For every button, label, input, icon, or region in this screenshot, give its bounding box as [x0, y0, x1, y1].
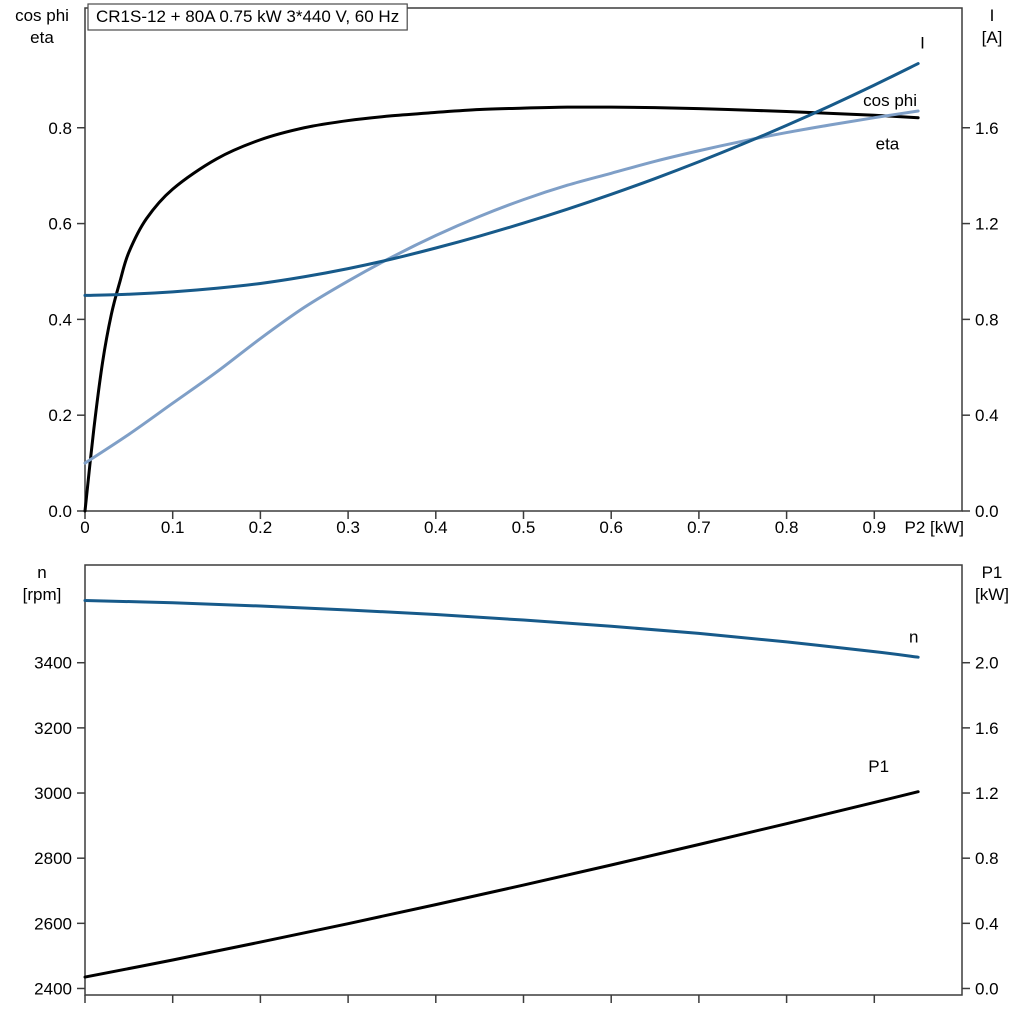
- x-axis-tick-label: 0.3: [336, 518, 360, 537]
- curve-label-p1: P1: [868, 757, 889, 776]
- right-axis-tick-label: 0.8: [975, 310, 999, 329]
- x-axis-tick-label: 0: [80, 518, 89, 537]
- x-axis-unit-label: P2 [kW]: [904, 518, 964, 537]
- right-axis-tick-label: 1.6: [975, 719, 999, 738]
- left-axis-tick-label: 0.4: [48, 310, 72, 329]
- right-axis-title: I: [990, 6, 995, 25]
- left-axis-tick-label: 0.2: [48, 406, 72, 425]
- left-axis-tick-label: 3400: [34, 654, 72, 673]
- curve-label-i: I: [920, 34, 925, 53]
- left-axis-tick-label: 2400: [34, 979, 72, 998]
- plot-frame: [84, 7, 963, 512]
- right-axis-tick-label: 0.4: [975, 406, 999, 425]
- panel-bottom: 2400 2600 2800 3000 3200 3400 0.0 0.4 0.8 1.2 1.6 2…: [23, 563, 1009, 1003]
- curve-label-eta: eta: [876, 134, 900, 153]
- right-axis-tick-label: 0.0: [975, 979, 999, 998]
- curve-cos-phi: [83, 109, 920, 465]
- left-axis-tick-label: 2600: [34, 914, 72, 933]
- left-axis-tick-label: 2800: [34, 849, 72, 868]
- plot-frame: [84, 564, 963, 996]
- x-axis-tick-label: 0.2: [249, 518, 273, 537]
- x-axis-tick-label: 0.4: [424, 518, 448, 537]
- left-axis-tick-label: 3000: [34, 784, 72, 803]
- panel-top: 0.0 0.2 0.4 0.6 0.8 0.0 0.4 0.8 1.2 1.6 0 0.1 0.2 0.3…: [15, 3, 1003, 537]
- x-axis-tick-label: 0.1: [161, 518, 185, 537]
- left-axis-tick-label: 0.8: [48, 119, 72, 138]
- right-axis-tick-label: 0.4: [975, 914, 999, 933]
- chart-title-box: [87, 3, 408, 31]
- left-axis-tick-label: 0.6: [48, 215, 72, 234]
- x-axis-tick-label: 0.5: [512, 518, 536, 537]
- curve-i: [83, 62, 920, 297]
- right-axis-tick-label: 1.2: [975, 215, 999, 234]
- right-axis-tick-label: 2.0: [975, 654, 999, 673]
- left-axis-title: cos phi: [15, 6, 69, 25]
- right-axis-tick-label: 1.6: [975, 119, 999, 138]
- chart-title: CR1S-12 + 80A 0.75 kW 3*440 V, 60 Hz: [96, 7, 399, 26]
- right-axis-tick-label: 1.2: [975, 784, 999, 803]
- curve-label-cos-phi: cos phi: [863, 91, 917, 110]
- x-axis-tick-label: 0.9: [862, 518, 886, 537]
- curve-p1: [83, 790, 920, 979]
- right-axis-title: P1: [982, 563, 1003, 582]
- left-axis-tick-label: 0.0: [48, 502, 72, 521]
- right-axis-title: [kW]: [975, 585, 1009, 604]
- left-axis-title: n: [37, 563, 46, 582]
- right-axis-tick-label: 0.0: [975, 502, 999, 521]
- left-axis-tick-label: 3200: [34, 719, 72, 738]
- left-axis-title: [rpm]: [23, 585, 62, 604]
- curve-eta: [83, 105, 920, 513]
- curve-n: [83, 599, 920, 659]
- x-axis-tick-label: 0.7: [687, 518, 711, 537]
- x-axis-tick-label: 0.8: [775, 518, 799, 537]
- right-axis-tick-label: 0.8: [975, 849, 999, 868]
- curve-label-n: n: [909, 628, 918, 647]
- right-axis-title: [A]: [982, 28, 1003, 47]
- x-axis-tick-label: 0.6: [599, 518, 623, 537]
- left-axis-title: eta: [30, 28, 54, 47]
